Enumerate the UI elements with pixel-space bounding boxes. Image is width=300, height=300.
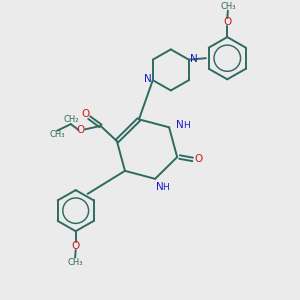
Text: H: H (162, 183, 169, 192)
Text: O: O (72, 242, 80, 251)
Text: CH₃: CH₃ (220, 2, 236, 10)
Text: O: O (194, 154, 203, 164)
Text: N: N (144, 74, 151, 84)
Text: H: H (183, 122, 189, 130)
Text: CH₃: CH₃ (50, 130, 65, 140)
Text: O: O (77, 125, 85, 135)
Text: O: O (82, 109, 90, 119)
Text: N: N (176, 120, 183, 130)
Text: CH₂: CH₂ (63, 115, 79, 124)
Text: N: N (156, 182, 164, 192)
Text: CH₃: CH₃ (67, 258, 83, 267)
Text: N: N (190, 54, 198, 64)
Text: O: O (223, 17, 231, 27)
